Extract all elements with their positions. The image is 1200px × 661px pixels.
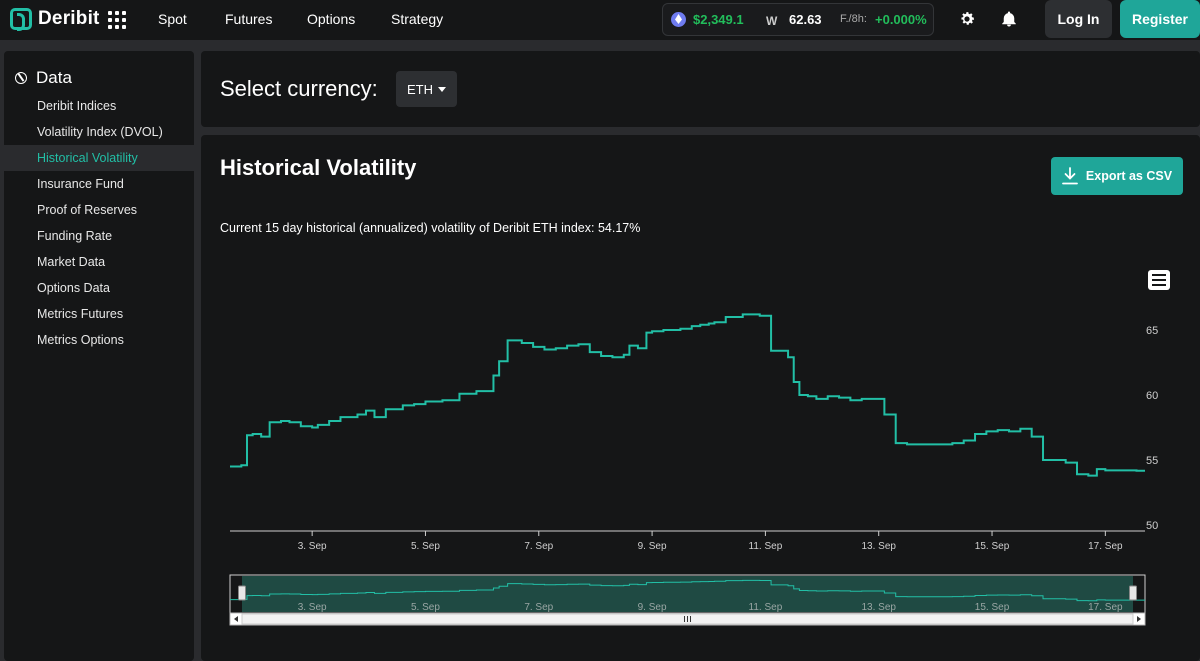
navigator-right-handle[interactable] [1129,585,1137,601]
ethereum-icon [671,12,686,27]
sidebar-item-market-data[interactable]: Market Data [37,255,106,269]
y-tick-label: 50 [1146,520,1158,532]
export-csv-button[interactable]: Export as CSV [1051,157,1183,195]
funding-label: F./8h: [840,13,867,25]
navigator-tick-label: 17. Sep [1088,602,1123,613]
eth-price: $2,349.1 [693,12,744,27]
x-tick-label: 15. Sep [975,541,1010,552]
deribit-logo-icon [10,8,32,31]
currency-label: Select currency: [220,76,378,101]
navigator-tick-label: 5. Sep [411,602,440,613]
gear-icon[interactable] [958,10,976,28]
volatility-chart: 50 55 60 65 3. Sep 5. Sep 7. Sep 9. Sep 11. Sep 1… [229,313,1158,626]
sidebar-item-volatility-index[interactable]: Volatility Index (DVOL) [37,125,163,139]
volatility-line [230,313,1145,477]
sidebar-header: Data [15,68,72,88]
navigator-tick-label: 3. Sep [298,602,327,613]
navigator-tick-label: 9. Sep [638,602,667,613]
dvol-value: 62.63 [789,12,822,27]
sidebar-item-proof-of-reserves[interactable]: Proof of Reserves [37,203,138,217]
currency-select[interactable]: ETH [396,71,457,107]
y-tick-label: 55 [1146,455,1158,467]
nav-strategy[interactable]: Strategy [391,11,444,27]
ticker-bar[interactable]: $2,349.1 W 62.63 F./8h: +0.000% [662,3,934,36]
x-tick-label: 5. Sep [411,541,440,552]
sidebar-item-funding-rate[interactable]: Funding Rate [37,229,113,243]
navigator-tick-label: 7. Sep [524,602,553,613]
chart-menu-icon[interactable] [1148,270,1170,290]
navigator-tick-label: 11. Sep [749,602,783,613]
currency-panel: Select currency: ETH [201,51,1200,127]
nav-options[interactable]: Options [307,11,356,27]
dvol-icon: W [766,14,778,28]
sidebar-item-historical-volatility[interactable]: Historical Volatility [4,145,194,171]
caret-down-icon [438,86,446,92]
sidebar-item-metrics-futures[interactable]: Metrics Futures [37,307,124,321]
currency-selected-value: ETH [407,81,433,97]
sidebar-item-insurance-fund[interactable]: Insurance Fund [37,177,124,191]
sidebar-item-deribit-indices[interactable]: Deribit Indices [37,99,117,113]
x-tick-label: 17. Sep [1088,541,1123,552]
register-button[interactable]: Register [1120,0,1200,38]
logo-text: Deribit [38,8,100,29]
data-section-icon [15,72,27,84]
navigator-tick-label: 15. Sep [975,602,1010,613]
export-csv-label: Export as CSV [1085,169,1173,183]
sidebar: Data Deribit Indices Volatility Index (D… [4,51,194,661]
navigator-tick-label: 13. Sep [861,602,896,613]
bell-icon[interactable] [1000,10,1018,28]
main-panel: Historical Volatility Export as CSV Curr… [201,135,1200,661]
x-tick-label: 11. Sep [749,541,783,552]
sidebar-title: Data [36,68,72,87]
nav-spot[interactable]: Spot [158,11,187,27]
deribit-logo[interactable]: Deribit [10,8,100,31]
page-title: Historical Volatility [220,155,417,180]
funding-value: +0.000% [875,12,927,27]
sidebar-item-metrics-options[interactable]: Metrics Options [37,333,124,347]
navigator-series [230,579,1145,602]
x-tick-label: 3. Sep [298,541,327,552]
apps-grid-icon[interactable] [108,11,126,29]
x-tick-label: 13. Sep [861,541,896,552]
nav-futures[interactable]: Futures [225,11,273,27]
x-tick-label: 7. Sep [524,541,553,552]
sidebar-list: Deribit Indices Volatility Index (DVOL) … [4,93,194,353]
x-tick-label: 9. Sep [638,541,667,552]
top-nav: Deribit Spot Futures Options Strategy $2… [0,0,1200,40]
scroll-right-arrow-icon[interactable] [1137,616,1141,622]
y-tick-label: 60 [1146,390,1158,402]
volatility-description: Current 15 day historical (annualized) v… [220,221,641,235]
login-button[interactable]: Log In [1045,0,1112,38]
sidebar-item-options-data[interactable]: Options Data [37,281,110,295]
scroll-left-arrow-icon[interactable] [234,616,238,622]
y-tick-label: 65 [1146,325,1158,337]
download-icon [1062,167,1078,185]
navigator-left-handle[interactable] [238,585,246,601]
